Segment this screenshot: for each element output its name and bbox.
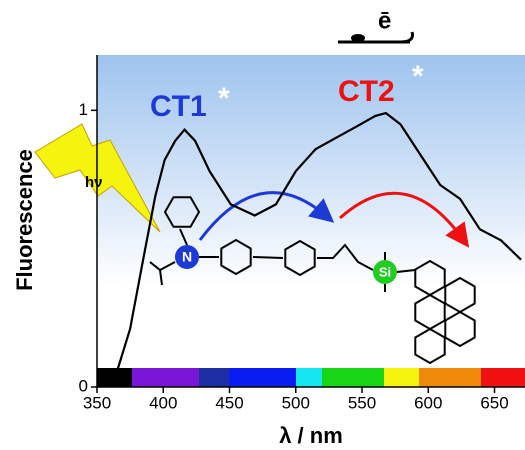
annotation: CT2 [338, 75, 395, 108]
ring [444, 310, 476, 348]
x-tick-label: 350 [83, 393, 111, 412]
annotation: * [218, 82, 230, 115]
nitrogen-atom [175, 245, 199, 269]
electron-icon [351, 34, 365, 42]
transfer-arrow [198, 191, 335, 241]
x-tick-label: 500 [282, 393, 310, 412]
x-tick-label: 600 [414, 393, 442, 412]
y-tick-label: 1 [79, 100, 88, 119]
atom-label: Si [379, 264, 391, 279]
x-tick-label: 550 [348, 393, 376, 412]
ring [414, 327, 446, 365]
silicon-atom [373, 260, 397, 284]
ring [220, 238, 252, 276]
transfer-arrow [339, 191, 470, 248]
x-tick-label: 650 [480, 393, 508, 412]
x-tick-label: 450 [215, 393, 243, 412]
annotation: ē [378, 7, 391, 34]
molecule [149, 196, 476, 365]
annotation: * [412, 60, 424, 93]
x-tick-label: 400 [149, 393, 177, 412]
atom-label: N [182, 249, 192, 265]
bond [149, 228, 416, 292]
annotation: hν [85, 174, 103, 191]
electron-icon [338, 31, 414, 44]
x-axis-title: λ / nm [279, 423, 343, 448]
y-axis-title: Fluorescence [12, 149, 37, 291]
annotation: CT1 [150, 90, 207, 123]
y-tick-label: 0 [79, 376, 88, 395]
spectrum-bar [97, 368, 525, 387]
line-series [99, 111, 522, 388]
ring [163, 196, 201, 228]
ring [284, 239, 316, 277]
